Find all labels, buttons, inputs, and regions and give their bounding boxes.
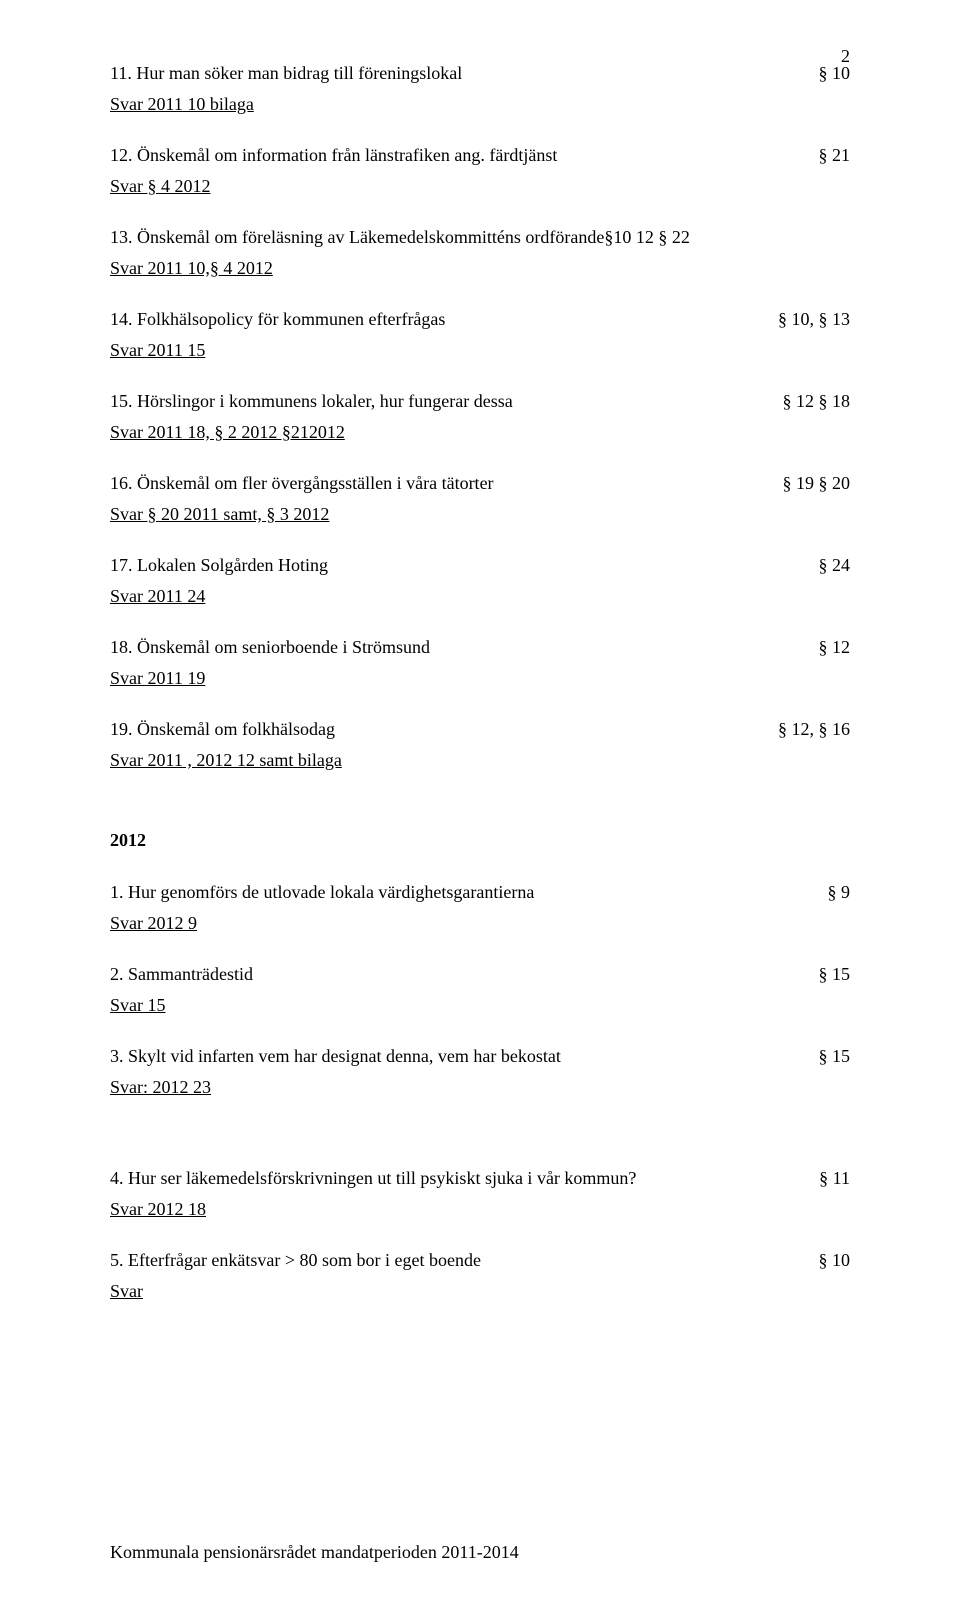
toc-entry: 15. Hörslingor i kommunens lokaler, hur … xyxy=(110,388,850,415)
year-heading: 2012 xyxy=(110,830,850,851)
svar-link[interactable]: Svar 2011 19 xyxy=(110,665,850,692)
toc-entry: 3. Skylt vid infarten vem har designat d… xyxy=(110,1043,850,1070)
toc-entry: 16. Önskemål om fler övergångsställen i … xyxy=(110,470,850,497)
entry-title: 12. Önskemål om information från länstra… xyxy=(110,142,819,169)
entry-ref: § 10, § 13 xyxy=(778,306,850,333)
toc-entry: 13. Önskemål om föreläsning av Läkemedel… xyxy=(110,224,850,251)
toc-entry: 14. Folkhälsopolicy för kommunen efterfr… xyxy=(110,306,850,333)
entry-title: 15. Hörslingor i kommunens lokaler, hur … xyxy=(110,388,783,415)
svar-link[interactable]: Svar 2011 24 xyxy=(110,583,850,610)
svar-link[interactable]: Svar 2011 , 2012 12 samt bilaga xyxy=(110,747,850,774)
entry-title: 5. Efterfrågar enkätsvar > 80 som bor i … xyxy=(110,1247,819,1274)
entry-ref: § 15 xyxy=(819,961,851,988)
entry-ref: § 19 § 20 xyxy=(783,470,851,497)
entry-ref: § 12 § 18 xyxy=(783,388,851,415)
toc-entry: 17. Lokalen Solgården Hoting § 24 xyxy=(110,552,850,579)
svar-link[interactable]: Svar xyxy=(110,1278,850,1305)
svar-link[interactable]: Svar 2011 15 xyxy=(110,337,850,364)
spacer xyxy=(110,1125,850,1165)
page-number: 2 xyxy=(841,46,850,67)
toc-entry: 5. Efterfrågar enkätsvar > 80 som bor i … xyxy=(110,1247,850,1274)
entry-title: 16. Önskemål om fler övergångsställen i … xyxy=(110,470,783,497)
entry-title: 4. Hur ser läkemedelsförskrivningen ut t… xyxy=(110,1165,819,1192)
entry-title: 2. Sammanträdestid xyxy=(110,961,819,988)
toc-entry: 12. Önskemål om information från länstra… xyxy=(110,142,850,169)
entry-title: 19. Önskemål om folkhälsodag xyxy=(110,716,778,743)
entry-title: 1. Hur genomförs de utlovade lokala värd… xyxy=(110,879,828,906)
toc-entry: 4. Hur ser läkemedelsförskrivningen ut t… xyxy=(110,1165,850,1192)
toc-entry: 19. Önskemål om folkhälsodag § 12, § 16 xyxy=(110,716,850,743)
entry-title: 13. Önskemål om föreläsning av Läkemedel… xyxy=(110,224,850,251)
svar-link[interactable]: Svar 2011 10 bilaga xyxy=(110,91,850,118)
entry-ref: § 12 xyxy=(819,634,851,661)
svar-link[interactable]: Svar § 20 2011 samt, § 3 2012 xyxy=(110,501,850,528)
svar-link[interactable]: Svar § 4 2012 xyxy=(110,173,850,200)
entry-title: 3. Skylt vid infarten vem har designat d… xyxy=(110,1043,819,1070)
svar-link[interactable]: Svar 2011 18, § 2 2012 §212012 xyxy=(110,419,850,446)
page-footer: Kommunala pensionärsrådet mandatperioden… xyxy=(110,1542,519,1563)
toc-entry: 18. Önskemål om seniorboende i Strömsund… xyxy=(110,634,850,661)
svar-link[interactable]: Svar 15 xyxy=(110,992,850,1019)
entry-title: 14. Folkhälsopolicy för kommunen efterfr… xyxy=(110,306,778,333)
toc-entry: 11. Hur man söker man bidrag till föreni… xyxy=(110,60,850,87)
entry-ref: § 9 xyxy=(828,879,851,906)
svar-link[interactable]: Svar 2012 9 xyxy=(110,910,850,937)
toc-entry: 1. Hur genomförs de utlovade lokala värd… xyxy=(110,879,850,906)
document-page: 2 11. Hur man söker man bidrag till före… xyxy=(0,0,960,1619)
svar-link[interactable]: Svar 2011 10,§ 4 2012 xyxy=(110,255,850,282)
svar-link[interactable]: Svar: 2012 23 xyxy=(110,1074,850,1101)
entry-ref: § 12, § 16 xyxy=(778,716,850,743)
entry-title: 18. Önskemål om seniorboende i Strömsund xyxy=(110,634,819,661)
svar-link[interactable]: Svar 2012 18 xyxy=(110,1196,850,1223)
entry-ref: § 10 xyxy=(819,1247,851,1274)
toc-entry: 2. Sammanträdestid § 15 xyxy=(110,961,850,988)
entry-ref: § 15 xyxy=(819,1043,851,1070)
entry-title: 11. Hur man söker man bidrag till föreni… xyxy=(110,60,819,87)
entry-ref: § 11 xyxy=(819,1165,850,1192)
entry-title: 17. Lokalen Solgården Hoting xyxy=(110,552,819,579)
entry-ref: § 21 xyxy=(819,142,851,169)
entry-ref: § 24 xyxy=(819,552,851,579)
